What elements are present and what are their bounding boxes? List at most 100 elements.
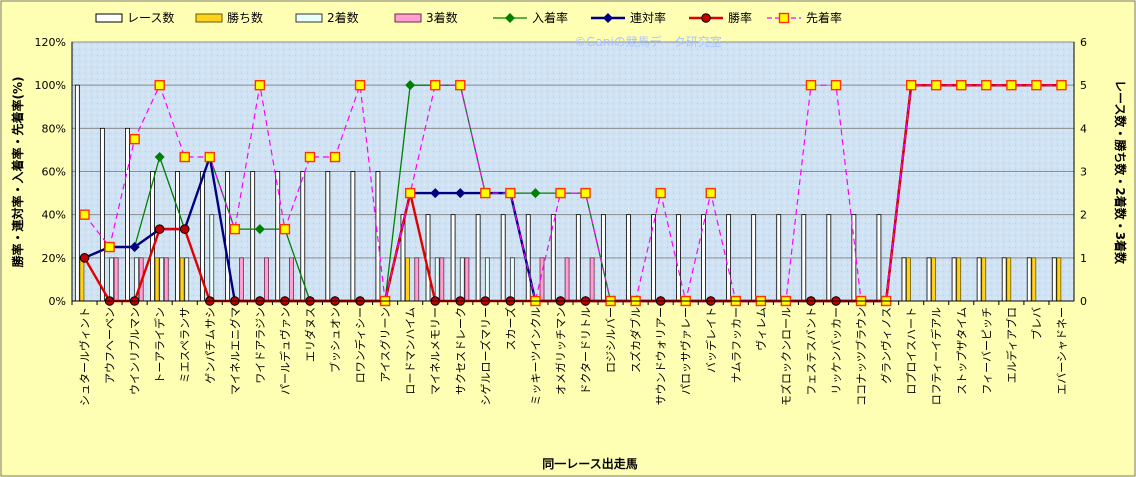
point-rentai bbox=[129, 242, 140, 253]
bar-races bbox=[851, 214, 857, 302]
bar-races bbox=[175, 171, 180, 302]
bar-races bbox=[876, 214, 882, 302]
point-rentai bbox=[430, 188, 441, 199]
point-rentai bbox=[455, 188, 466, 199]
bar-wins bbox=[1006, 257, 1012, 302]
x-tick-label: シゲルローズマリー bbox=[478, 307, 492, 405]
x-tick-label: ストップザタイム bbox=[955, 307, 968, 395]
x-tick-label: マイネルエニグマ bbox=[228, 307, 242, 395]
line-sakichaku bbox=[84, 84, 1062, 302]
x-tick-label: ロワンディシー bbox=[353, 307, 367, 383]
legend-marker-nyuchaku bbox=[504, 12, 516, 24]
bar-third bbox=[289, 257, 294, 302]
bar-races bbox=[350, 171, 356, 302]
point-nyuchaku bbox=[154, 152, 165, 163]
point-sakichaku bbox=[555, 187, 566, 199]
x-tick-label: エルディアブロ bbox=[1004, 307, 1018, 383]
point-sakichaku bbox=[1006, 79, 1017, 91]
bar-second bbox=[109, 257, 114, 302]
x-tick-label: マイネルメモリー bbox=[429, 307, 442, 395]
point-sakichaku bbox=[1056, 79, 1067, 91]
x-tick-label: スカーズ bbox=[503, 307, 517, 350]
point-sakichaku bbox=[129, 133, 140, 145]
point-sakichaku bbox=[981, 79, 992, 91]
bar-third bbox=[264, 257, 269, 302]
bar-races bbox=[575, 214, 581, 302]
bar-races bbox=[225, 171, 231, 302]
legend-marker-win_rate bbox=[701, 13, 711, 23]
legend-swatch-races bbox=[95, 13, 123, 23]
point-nyuchaku bbox=[254, 224, 265, 235]
bar-races bbox=[826, 214, 832, 302]
point-sakichaku bbox=[204, 151, 215, 163]
x-tick-label: ウインリブルマン bbox=[128, 307, 142, 395]
x-tick-label: サクセスドレーク bbox=[454, 307, 467, 395]
bar-wins bbox=[956, 257, 962, 302]
legend-swatch-third bbox=[394, 13, 422, 23]
x-tick-label: スズカダブル bbox=[629, 307, 643, 373]
point-sakichaku bbox=[229, 223, 241, 235]
bar-second bbox=[484, 257, 490, 302]
bar-wins bbox=[79, 257, 85, 302]
watermark: ©Ganiの競馬データ研究室 bbox=[574, 34, 722, 49]
x-tick-label: ロジシルバー bbox=[605, 307, 618, 373]
bar-races bbox=[99, 127, 105, 302]
point-sakichaku bbox=[279, 223, 291, 235]
point-sakichaku bbox=[956, 79, 967, 91]
point-sakichaku bbox=[179, 151, 190, 163]
legend-marker-rentai bbox=[602, 12, 614, 24]
x-tick-label: ミエスペランサ bbox=[179, 307, 192, 383]
x-tick-label: ミッキーツインクル bbox=[529, 307, 542, 405]
x-tick-label: ココナッツブラウン bbox=[854, 307, 868, 406]
bar-races bbox=[701, 214, 706, 302]
bar-races bbox=[976, 257, 982, 302]
bar-second bbox=[184, 257, 190, 302]
bar-races bbox=[125, 127, 130, 302]
x-tick-label: エバーシャドネー bbox=[1055, 307, 1068, 395]
bar-wins bbox=[981, 257, 987, 302]
bar-races bbox=[450, 214, 456, 302]
point-sakichaku bbox=[154, 79, 165, 91]
bar-wins bbox=[1031, 257, 1037, 302]
bar-third bbox=[564, 257, 570, 302]
legend-label-wins: 勝ち数 bbox=[227, 10, 263, 25]
x-tick-label: フェステスバント bbox=[805, 307, 818, 396]
bar-wins bbox=[1056, 257, 1062, 302]
x-tick-label: ゲンパチムサシ bbox=[204, 307, 217, 384]
legend: レース数 勝ち数 2着数 3着数 入着率 連対率 勝率 先着率 bbox=[95, 10, 842, 25]
bar-second bbox=[459, 257, 465, 302]
point-win-rate bbox=[154, 224, 165, 234]
legend-label-sakichaku: 先着率 bbox=[806, 10, 842, 25]
bar-second bbox=[209, 214, 215, 302]
point-sakichaku bbox=[404, 187, 416, 199]
x-tick-label: ヴィレム bbox=[754, 307, 768, 351]
point-sakichaku bbox=[304, 151, 316, 163]
left-tick-label: 120% bbox=[35, 36, 66, 49]
point-sakichaku bbox=[505, 187, 516, 199]
bar-third bbox=[414, 257, 420, 302]
x-tick-label: パールデュヴァン bbox=[278, 307, 292, 395]
x-tick-label: サウンドウォリアー bbox=[655, 307, 668, 405]
right-tick-label: 0 bbox=[1080, 295, 1087, 308]
bar-third bbox=[113, 257, 119, 302]
bar-second bbox=[434, 257, 440, 302]
bar-third bbox=[439, 257, 445, 302]
x-tick-label: ブレバ bbox=[1029, 307, 1043, 340]
right-tick-label: 4 bbox=[1080, 122, 1087, 135]
legend-label-rentai: 連対率 bbox=[630, 10, 666, 25]
bar-races bbox=[1026, 257, 1032, 302]
x-tick-label: ワイドアラジン bbox=[254, 307, 267, 384]
bar-races bbox=[74, 84, 80, 302]
bar-third bbox=[589, 257, 595, 302]
x-tick-label: バッデレイト bbox=[704, 307, 718, 373]
bar-races bbox=[751, 214, 757, 302]
x-tick-label: モズロックンロール bbox=[779, 307, 793, 406]
bar-races bbox=[626, 214, 631, 302]
bar-wins bbox=[906, 257, 911, 302]
bar-races bbox=[1001, 257, 1007, 302]
x-tick-label: エリダヌス bbox=[303, 307, 317, 362]
bar-races bbox=[600, 214, 606, 302]
point-sakichaku bbox=[931, 79, 942, 91]
